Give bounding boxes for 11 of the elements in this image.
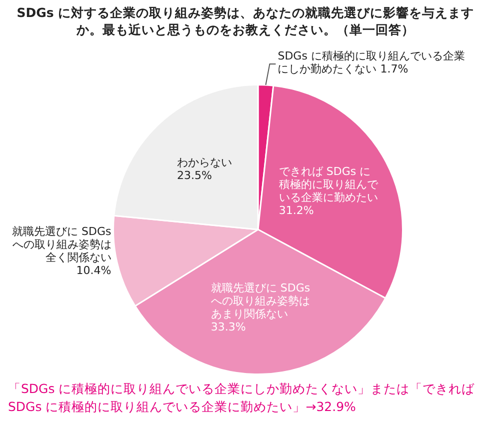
text: 「SDGs に積極的に取り組んでいる企業にしか勤めたくない」または「できれば SDGs に積極的に取り組んでいる企業に勤めたい」→32.9% bbox=[8, 380, 476, 416]
data-label: 10.4% bbox=[76, 264, 112, 278]
slice-label: 就職先選びに SDGs への取り組み姿勢はあまり関係ない bbox=[210, 281, 310, 320]
chart-title: SDGs に対する企業の取り組み姿勢は、あなたの就職先選びに影響を与えますか。最も近いと思うものをお教えください。（単一回答） bbox=[16, 4, 476, 38]
data-label: 31.2% bbox=[278, 204, 314, 217]
data-label: 33.3% bbox=[210, 320, 246, 334]
slice-label: わからない bbox=[176, 156, 232, 169]
slice-label: 就職先選びに SDGs への取り組み姿勢は全く関係ない bbox=[12, 225, 112, 264]
data-label: 23.5% bbox=[176, 168, 212, 182]
slice-label: SDGs に積極的に取り組んでいる企業にしか勤めたくない 1.7% bbox=[278, 49, 465, 76]
slice-label: できれば SDGs に積極的に取り組んでいる企業に勤めたい bbox=[278, 164, 379, 204]
